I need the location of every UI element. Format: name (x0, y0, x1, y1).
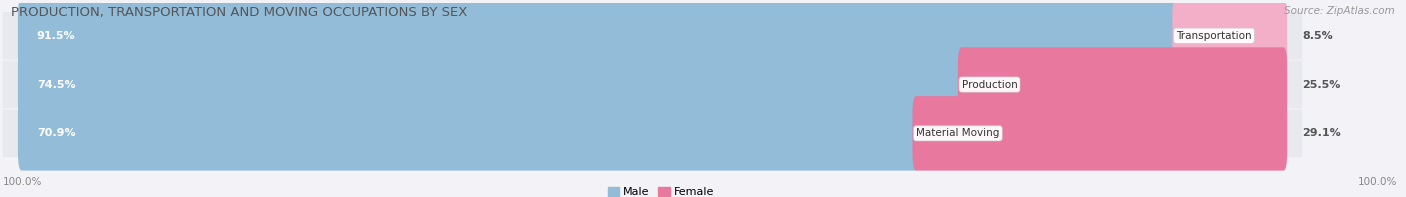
Text: 74.5%: 74.5% (37, 80, 76, 90)
FancyBboxPatch shape (912, 96, 1286, 171)
FancyBboxPatch shape (957, 47, 1286, 122)
FancyBboxPatch shape (1173, 0, 1286, 73)
Text: PRODUCTION, TRANSPORTATION AND MOVING OCCUPATIONS BY SEX: PRODUCTION, TRANSPORTATION AND MOVING OC… (11, 6, 468, 19)
Text: 8.5%: 8.5% (1302, 31, 1333, 41)
FancyBboxPatch shape (3, 110, 1302, 157)
Text: Production: Production (962, 80, 1018, 90)
FancyBboxPatch shape (3, 12, 1302, 59)
Text: Source: ZipAtlas.com: Source: ZipAtlas.com (1284, 6, 1395, 16)
FancyBboxPatch shape (18, 0, 1180, 73)
FancyBboxPatch shape (3, 61, 1302, 108)
Text: 70.9%: 70.9% (37, 128, 76, 138)
FancyBboxPatch shape (18, 47, 966, 122)
Text: Material Moving: Material Moving (917, 128, 1000, 138)
Text: 25.5%: 25.5% (1302, 80, 1341, 90)
Legend: Male, Female: Male, Female (607, 187, 714, 197)
Text: 29.1%: 29.1% (1302, 128, 1341, 138)
Text: 100.0%: 100.0% (1358, 177, 1398, 187)
Text: Transportation: Transportation (1177, 31, 1251, 41)
FancyBboxPatch shape (18, 96, 920, 171)
Text: 100.0%: 100.0% (3, 177, 42, 187)
Text: 91.5%: 91.5% (37, 31, 76, 41)
